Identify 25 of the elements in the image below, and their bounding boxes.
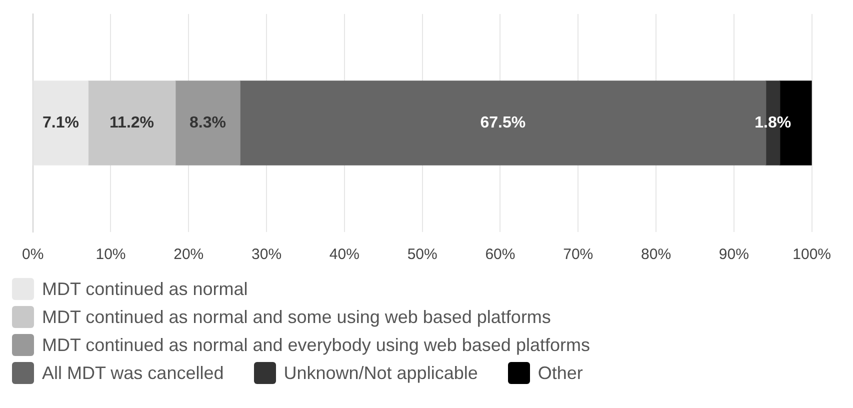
x-tick-label: 100% (792, 246, 832, 264)
x-tick-label: 60% (485, 246, 516, 264)
data-label: 1.8% (754, 114, 792, 132)
x-tick-label: 30% (252, 246, 282, 264)
data-label: 11.2% (110, 114, 154, 132)
bar (33, 80, 88, 166)
legend-label: All MDT was cancelled (42, 362, 224, 384)
x-tick-label: 20% (174, 246, 204, 264)
x-tick-label: 50% (407, 246, 438, 264)
data-label: 7.1% (42, 114, 79, 132)
legend-label: MDT continued as normal and some using web based platforms (42, 306, 551, 328)
x-tick-label: 90% (718, 246, 749, 264)
legend-label: MDT continued as normal (42, 278, 248, 300)
data-label: 8.3% (189, 114, 226, 132)
bar (88, 80, 176, 166)
legend-label: Unknown/Not applicable (284, 362, 478, 384)
x-tick-label: 70% (563, 246, 594, 264)
x-tick-label: 0% (22, 246, 44, 264)
data-label: 67.5% (480, 114, 526, 132)
bar (175, 80, 240, 166)
legend-label: MDT continued as normal and everybody using web based platforms (42, 334, 590, 356)
x-tick-label: 10% (96, 246, 126, 264)
legend-label: Other (538, 362, 583, 384)
x-tick-label: 80% (641, 246, 672, 264)
x-tick-label: 40% (329, 246, 360, 264)
